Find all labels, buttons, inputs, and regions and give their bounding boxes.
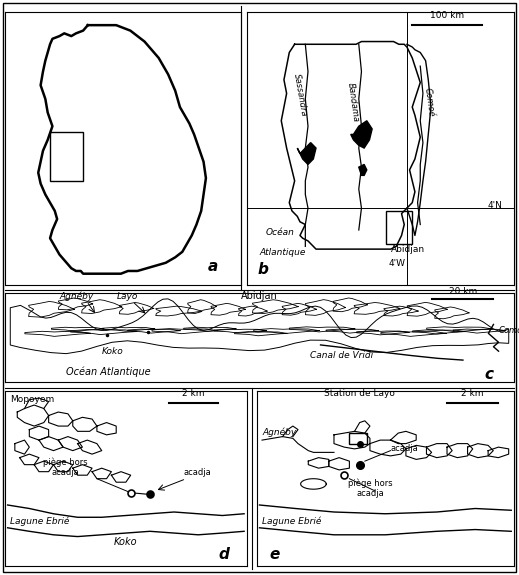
Text: Lagune Ebrié: Lagune Ebrié bbox=[262, 517, 321, 526]
Text: piège hors
acadja: piège hors acadja bbox=[43, 457, 88, 477]
Text: e: e bbox=[270, 547, 280, 562]
Text: acadja: acadja bbox=[390, 444, 418, 453]
Text: Abidjan: Abidjan bbox=[391, 245, 425, 254]
Text: Agnéby: Agnéby bbox=[59, 292, 93, 301]
Text: 100 km: 100 km bbox=[430, 11, 464, 20]
Text: a: a bbox=[208, 259, 218, 274]
Text: Station de Layo: Station de Layo bbox=[324, 389, 395, 398]
Text: c: c bbox=[484, 367, 494, 382]
Text: b: b bbox=[257, 262, 268, 277]
Text: Comoé: Comoé bbox=[499, 327, 519, 335]
Text: acadja: acadja bbox=[184, 468, 212, 477]
Text: 4'W: 4'W bbox=[388, 259, 405, 267]
Text: Océan Atlantique: Océan Atlantique bbox=[66, 367, 151, 377]
Text: Comoé: Comoé bbox=[423, 87, 436, 117]
Text: Layo: Layo bbox=[117, 293, 138, 301]
Text: 4'N: 4'N bbox=[487, 201, 502, 210]
Text: Canal de Vridi: Canal de Vridi bbox=[310, 351, 374, 361]
Text: piège hors
acadja: piège hors acadja bbox=[348, 478, 392, 498]
Text: Koko: Koko bbox=[102, 347, 124, 356]
Bar bbox=[386, 211, 412, 244]
Polygon shape bbox=[359, 164, 367, 175]
Polygon shape bbox=[297, 143, 316, 164]
Text: Sassandra: Sassandra bbox=[292, 73, 308, 117]
Text: 20 km: 20 km bbox=[449, 287, 477, 296]
Bar bbox=[50, 132, 83, 181]
Text: Abidjan: Abidjan bbox=[241, 292, 278, 301]
Text: 2 km: 2 km bbox=[461, 389, 484, 398]
Text: d: d bbox=[218, 547, 229, 562]
Text: Océan: Océan bbox=[265, 228, 294, 237]
Polygon shape bbox=[351, 121, 372, 148]
Text: Agnéby: Agnéby bbox=[262, 427, 296, 437]
Bar bbox=[349, 433, 367, 444]
Text: 2 km: 2 km bbox=[182, 389, 204, 398]
Text: Atlantique: Atlantique bbox=[260, 248, 306, 256]
Text: Lagune Ebrié: Lagune Ebrié bbox=[10, 517, 70, 526]
Text: Koko: Koko bbox=[114, 537, 138, 547]
Polygon shape bbox=[10, 299, 509, 354]
Text: Bandama: Bandama bbox=[346, 82, 360, 122]
Polygon shape bbox=[38, 25, 206, 274]
Text: Mopoyem: Mopoyem bbox=[10, 394, 54, 404]
Polygon shape bbox=[281, 41, 420, 249]
